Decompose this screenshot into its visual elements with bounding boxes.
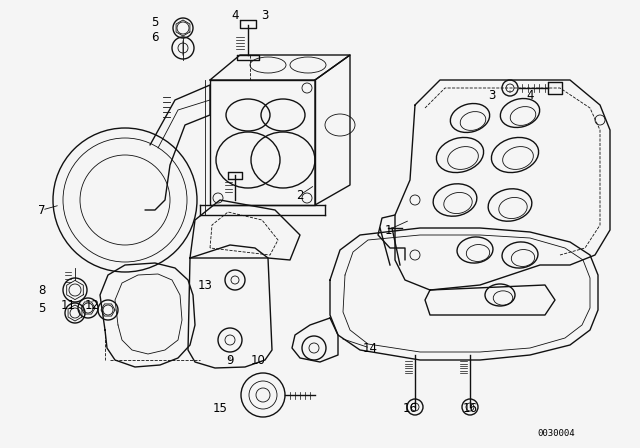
Text: 3: 3 bbox=[261, 9, 269, 22]
Text: 6: 6 bbox=[151, 30, 159, 43]
Text: 16: 16 bbox=[463, 401, 477, 414]
Text: 10: 10 bbox=[251, 353, 266, 366]
Text: 1: 1 bbox=[384, 224, 392, 237]
Text: 5: 5 bbox=[151, 16, 159, 29]
Text: 4: 4 bbox=[231, 9, 239, 22]
Text: 2: 2 bbox=[296, 189, 304, 202]
Text: 12: 12 bbox=[84, 298, 99, 311]
Text: 8: 8 bbox=[38, 284, 45, 297]
Text: 16: 16 bbox=[403, 401, 417, 414]
Text: 0030004: 0030004 bbox=[538, 429, 575, 438]
Text: 7: 7 bbox=[38, 203, 45, 216]
Text: 4: 4 bbox=[526, 89, 534, 102]
Text: 3: 3 bbox=[488, 89, 496, 102]
Text: 15: 15 bbox=[212, 401, 227, 414]
Text: 11: 11 bbox=[61, 298, 76, 311]
Text: 5: 5 bbox=[38, 302, 45, 314]
Text: 9: 9 bbox=[227, 353, 234, 366]
Text: 13: 13 bbox=[198, 279, 212, 292]
Text: 14: 14 bbox=[362, 341, 378, 354]
